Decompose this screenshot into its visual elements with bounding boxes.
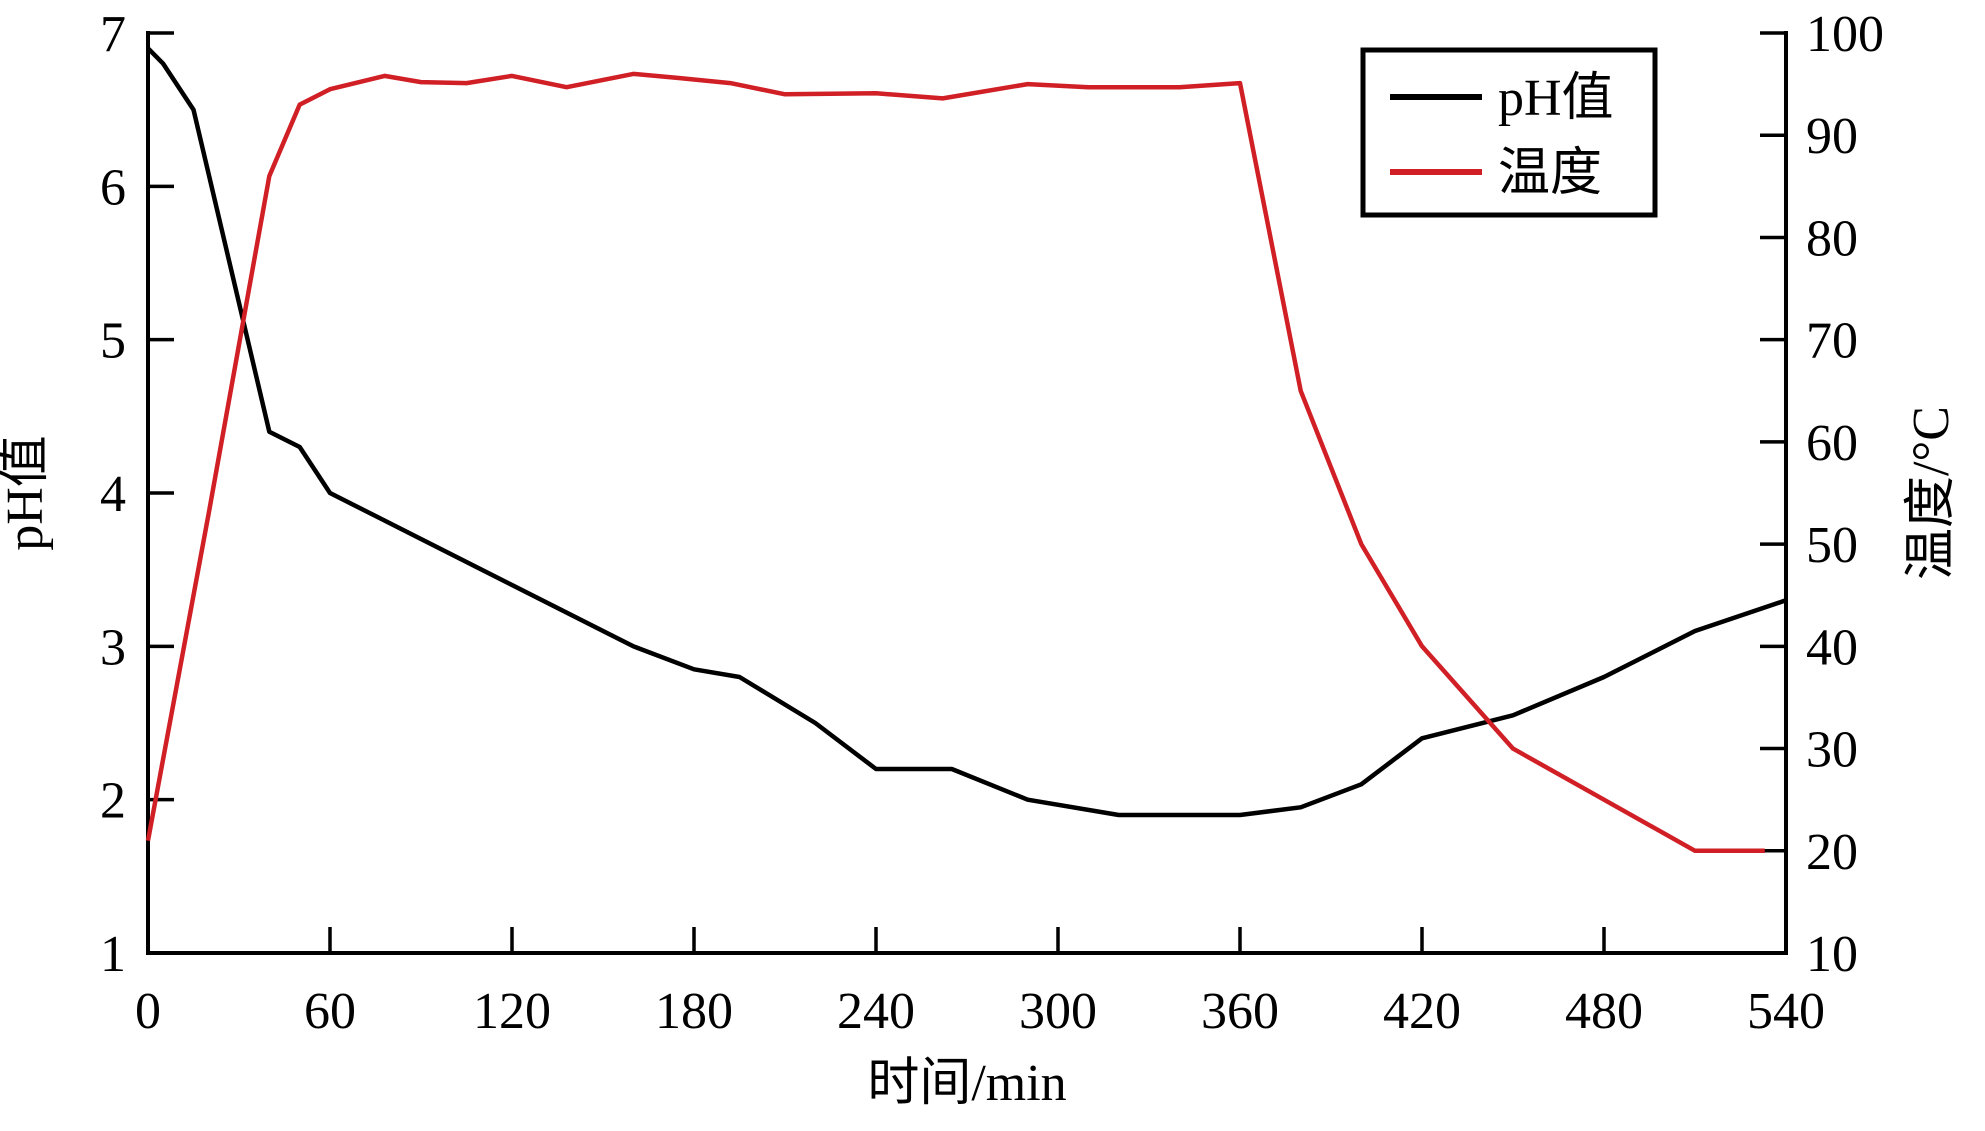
legend-item-temperature: 温度 [1390,145,1602,202]
x-tick-label: 180 [655,983,733,1040]
x-tick-label: 240 [837,983,915,1040]
ph-line [146,46,1787,818]
left-axis-ticks: 1 2 3 4 5 6 7 [100,6,174,983]
x-axis-ticks: 0 60 120 180 240 300 360 420 480 540 [135,927,1825,1040]
left-tick-label: 3 [100,619,126,676]
legend-item-ph: pH值 [1390,70,1614,127]
legend-label-temperature: 温度 [1498,145,1602,202]
right-tick-label: 10 [1806,926,1858,983]
right-tick-label: 100 [1806,6,1884,63]
x-tick-label: 540 [1747,983,1825,1040]
right-axis-ticks: 10 20 30 40 50 60 70 80 90 100 [1760,6,1884,983]
legend-box [1360,47,1658,218]
right-tick-label: 30 [1806,722,1858,779]
left-tick-label: 7 [100,6,126,63]
x-tick-label: 300 [1019,983,1097,1040]
x-tick-label: 420 [1383,983,1461,1040]
temperature-line [145,71,1765,854]
right-tick-label: 90 [1806,108,1858,165]
right-tick-label: 50 [1806,517,1858,574]
left-tick-label: 1 [100,926,126,983]
right-tick-label: 40 [1806,619,1858,676]
left-tick-label: 6 [100,159,126,216]
left-axis-title: pH值 [0,435,54,551]
x-tick-label: 0 [135,983,161,1040]
left-tick-label: 2 [100,773,126,830]
right-tick-label: 20 [1806,824,1858,881]
x-axis-title: 时间/min [867,1055,1066,1112]
left-tick-label: 5 [100,313,126,370]
left-tick-label: 4 [100,466,126,523]
x-tick-label: 60 [304,983,356,1040]
right-axis-title: 温度/°C [1903,406,1960,580]
x-tick-label: 360 [1201,983,1279,1040]
x-tick-label: 480 [1565,983,1643,1040]
x-tick-label: 120 [473,983,551,1040]
right-tick-label: 60 [1806,415,1858,472]
right-tick-label: 80 [1806,210,1858,267]
legend-label-ph: pH值 [1498,70,1614,127]
right-tick-label: 70 [1806,313,1858,370]
